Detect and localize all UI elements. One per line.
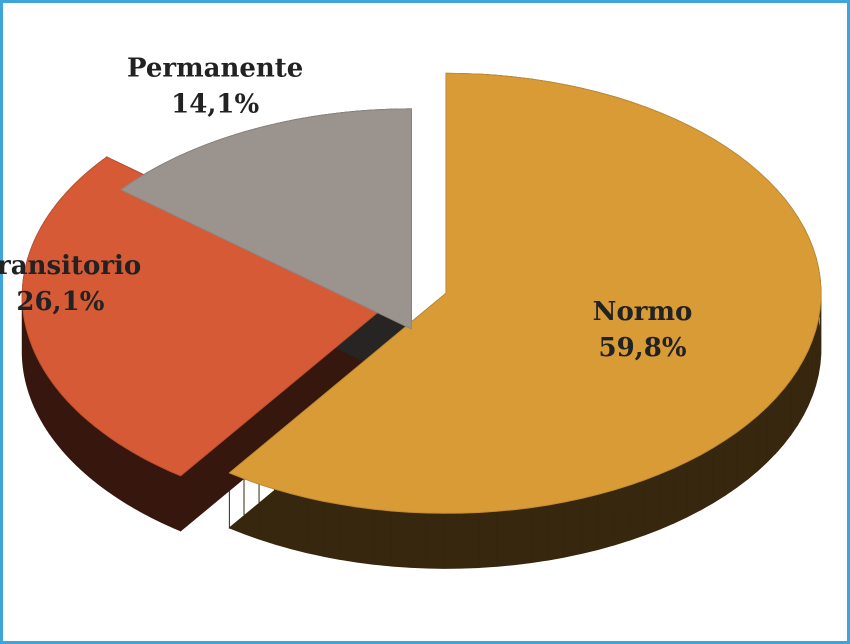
slice-label: Permanente [127, 53, 303, 83]
slice-label: Normo [593, 297, 693, 327]
value-label: 26,1% [16, 287, 104, 317]
value-label: 14,1% [171, 89, 259, 119]
value-label: 59,8% [599, 333, 687, 363]
slice [120, 108, 412, 330]
slice-label: Transitorio [0, 251, 141, 281]
slices [21, 72, 822, 514]
slice [228, 72, 822, 514]
labels: Normo 59,8% Transitorio 26,1% Permanente 14,1… [0, 53, 692, 363]
slice [21, 156, 398, 477]
